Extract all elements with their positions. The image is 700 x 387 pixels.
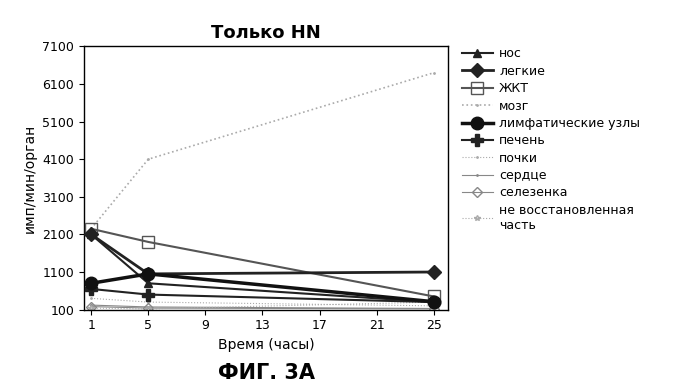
Title: Только HN: Только HN	[211, 24, 321, 42]
Legend: нос, легкие, ЖКТ, мозг, лимфатические узлы, печень, почки, сердце, селезенка, не: нос, легкие, ЖКТ, мозг, лимфатические уз…	[461, 48, 640, 232]
Y-axis label: имп/мин/орган: имп/мин/орган	[23, 123, 37, 233]
X-axis label: Время (часы): Время (часы)	[218, 338, 314, 352]
Text: ФИГ. 3А: ФИГ. 3А	[218, 363, 314, 383]
